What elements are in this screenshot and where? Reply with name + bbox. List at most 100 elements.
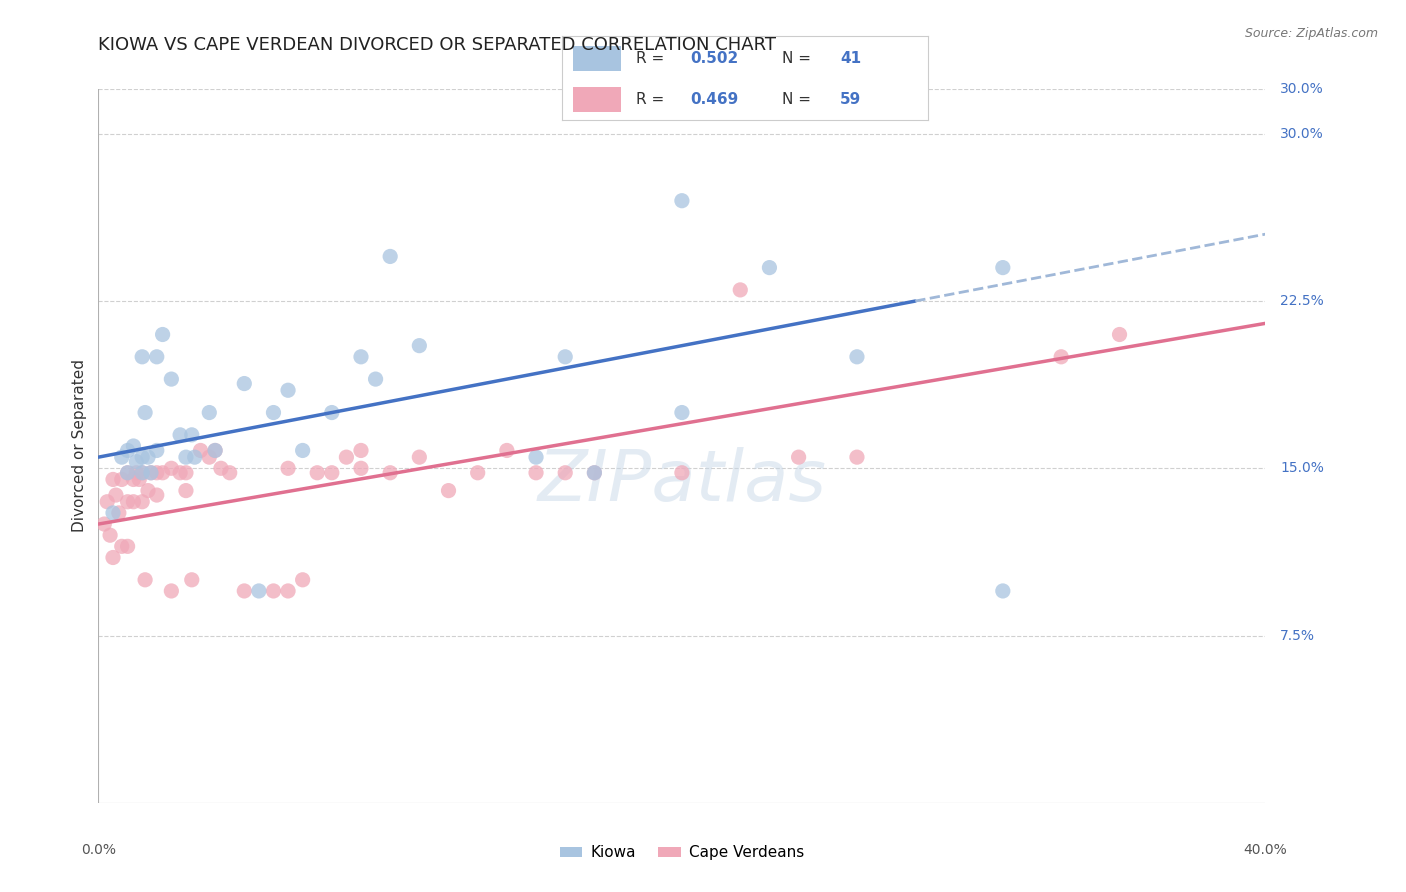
Point <box>335 450 357 465</box>
Point <box>146 350 169 364</box>
Point <box>991 260 1014 275</box>
Point <box>146 443 169 458</box>
Point <box>125 466 148 480</box>
Point <box>160 461 183 475</box>
Point <box>169 466 191 480</box>
Point <box>583 466 606 480</box>
Point <box>101 550 124 565</box>
Point <box>125 455 148 469</box>
Point <box>787 450 810 465</box>
Point <box>152 466 174 480</box>
Point <box>117 466 139 480</box>
Point <box>262 583 284 598</box>
Point <box>291 573 314 587</box>
Point <box>378 249 402 264</box>
Point <box>671 194 693 208</box>
Text: 59: 59 <box>841 92 862 107</box>
Point <box>139 466 162 480</box>
Text: 7.5%: 7.5% <box>1279 629 1315 642</box>
Text: 15.0%: 15.0% <box>1279 461 1324 475</box>
Point <box>364 372 387 386</box>
Text: R =: R = <box>636 92 669 107</box>
Point <box>218 466 240 480</box>
Point <box>321 405 343 420</box>
Point <box>524 466 547 480</box>
Point <box>104 488 127 502</box>
Point <box>128 473 150 487</box>
Point <box>728 283 751 297</box>
Point <box>180 573 202 587</box>
Point <box>122 494 145 508</box>
Point <box>111 539 134 553</box>
Point <box>117 443 139 458</box>
Point <box>758 260 780 275</box>
Point <box>845 350 868 364</box>
Point <box>101 473 124 487</box>
Point <box>350 350 373 364</box>
Point <box>495 443 517 458</box>
Point <box>146 466 169 480</box>
Text: 22.5%: 22.5% <box>1279 294 1323 308</box>
Point <box>174 483 197 498</box>
Point <box>131 494 153 508</box>
Point <box>139 466 162 480</box>
Point <box>671 405 693 420</box>
Point <box>169 427 191 442</box>
Text: 0.0%: 0.0% <box>82 843 115 857</box>
Point <box>117 494 139 508</box>
Point <box>277 461 299 475</box>
Point <box>134 405 156 420</box>
Text: 0.469: 0.469 <box>690 92 738 107</box>
Point <box>152 327 174 342</box>
Point <box>146 488 169 502</box>
Text: N =: N = <box>782 92 815 107</box>
Text: 0.502: 0.502 <box>690 51 738 66</box>
Point <box>180 427 202 442</box>
Point <box>160 372 183 386</box>
Point <box>408 338 430 352</box>
Point <box>174 450 197 465</box>
Point <box>198 450 221 465</box>
Point <box>101 506 124 520</box>
Text: N =: N = <box>782 51 815 66</box>
Point <box>93 517 115 532</box>
Point <box>117 466 139 480</box>
Point <box>291 443 314 458</box>
Point <box>1050 350 1073 364</box>
Text: 40.0%: 40.0% <box>1243 843 1288 857</box>
Legend: Kiowa, Cape Verdeans: Kiowa, Cape Verdeans <box>554 839 810 866</box>
Point <box>98 528 121 542</box>
Point <box>247 583 270 598</box>
Point <box>183 450 205 465</box>
Point <box>111 450 134 465</box>
Text: 41: 41 <box>841 51 862 66</box>
Point <box>554 350 576 364</box>
Text: R =: R = <box>636 51 669 66</box>
Point <box>122 473 145 487</box>
Point <box>321 466 343 480</box>
Text: 30.0%: 30.0% <box>1279 82 1323 96</box>
Point <box>204 443 226 458</box>
Point <box>131 466 153 480</box>
Point <box>198 405 221 420</box>
Point <box>378 466 402 480</box>
Point <box>671 466 693 480</box>
Point <box>524 450 547 465</box>
Point <box>233 583 256 598</box>
Point <box>190 443 212 458</box>
Point <box>350 461 373 475</box>
Point <box>204 443 226 458</box>
Point <box>122 439 145 453</box>
Text: 30.0%: 30.0% <box>1279 127 1323 141</box>
Point <box>96 494 118 508</box>
Point <box>131 450 153 465</box>
Point <box>111 473 134 487</box>
Point <box>467 466 489 480</box>
Point <box>277 384 299 398</box>
Point <box>131 466 153 480</box>
FancyBboxPatch shape <box>574 45 621 71</box>
Point <box>1108 327 1130 342</box>
Point <box>233 376 256 391</box>
Point <box>262 405 284 420</box>
Point <box>136 483 159 498</box>
